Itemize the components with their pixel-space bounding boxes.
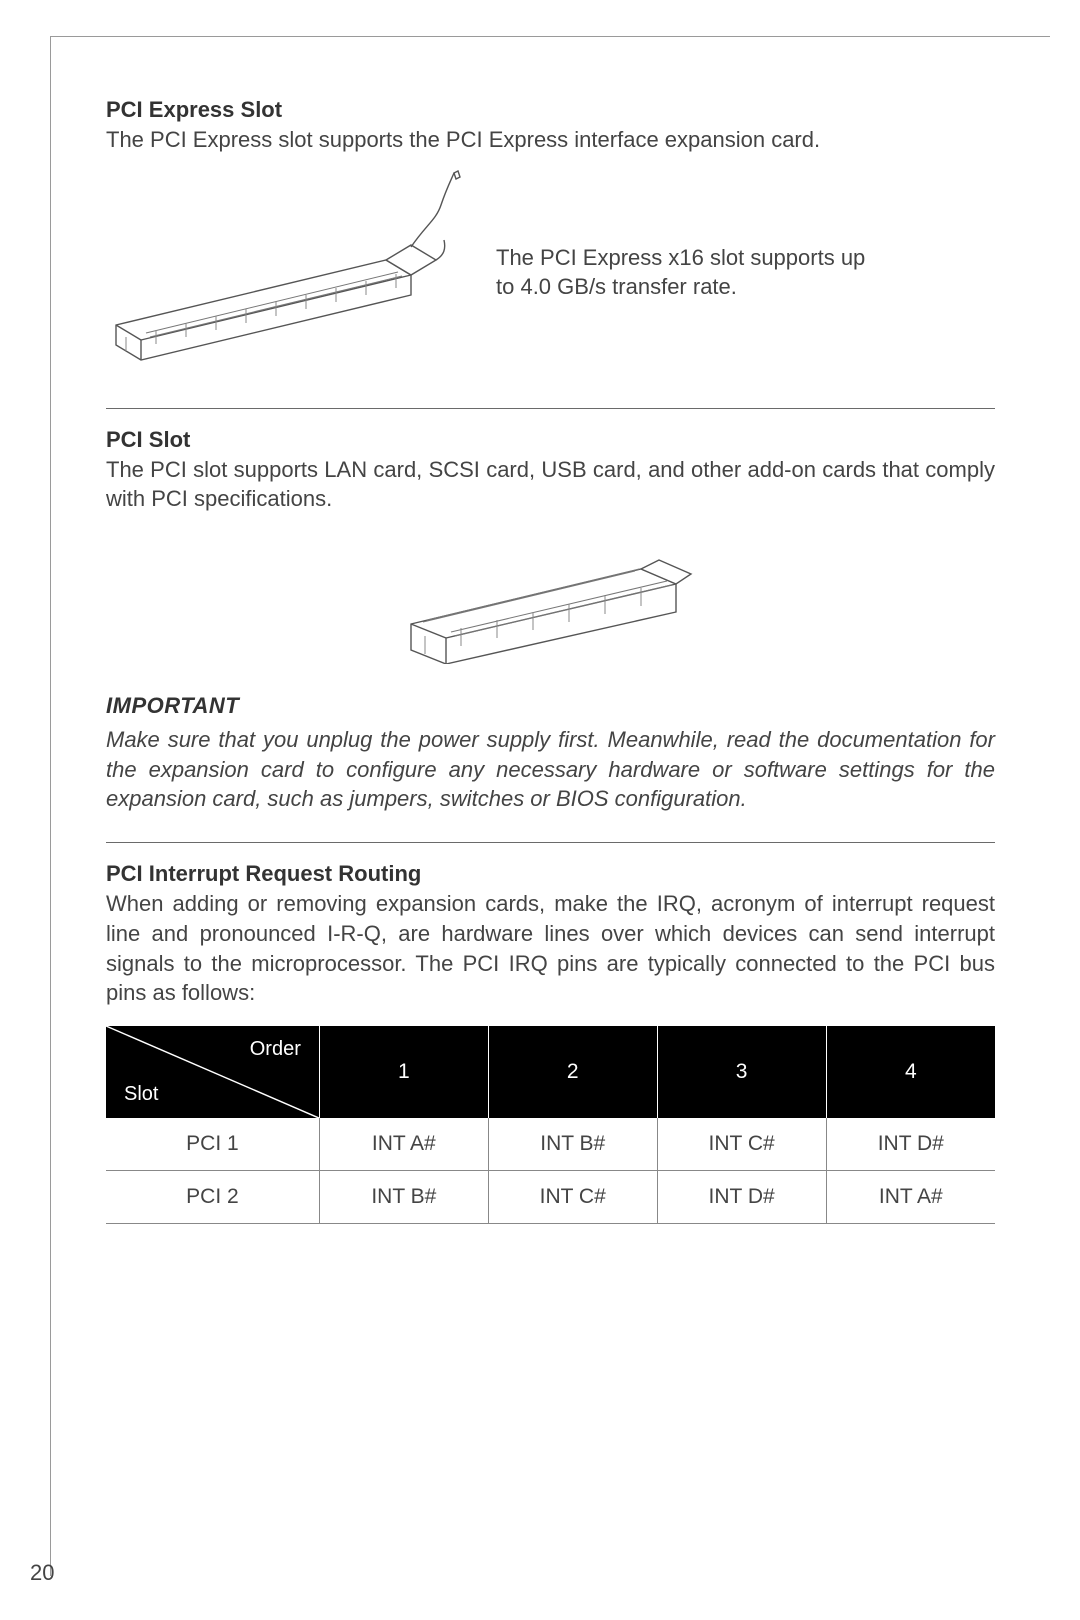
- section-irq: PCI Interrupt Request Routing When addin…: [106, 861, 995, 1224]
- irq-col-3: 3: [657, 1026, 826, 1118]
- irq-row2-v1: INT B#: [319, 1170, 488, 1223]
- irq-header-slot: Slot: [124, 1083, 158, 1106]
- irq-col-4: 4: [826, 1026, 995, 1118]
- divider-1: [106, 408, 995, 409]
- irq-col-1: 1: [319, 1026, 488, 1118]
- irq-header-row: Order Slot 1 2 3 4: [106, 1026, 995, 1118]
- section-pcie: PCI Express Slot The PCI Express slot su…: [106, 97, 995, 380]
- table-row: PCI 2 INT B# INT C# INT D# INT A#: [106, 1170, 995, 1223]
- irq-header-diag: Order Slot: [106, 1026, 319, 1118]
- irq-row1-v1: INT A#: [319, 1118, 488, 1171]
- irq-row1-v3: INT C#: [657, 1118, 826, 1171]
- irq-header-order: Order: [250, 1038, 301, 1061]
- irq-col-2: 2: [488, 1026, 657, 1118]
- important-text: Make sure that you unplug the power supp…: [106, 725, 995, 814]
- irq-intro: When adding or removing expansion cards,…: [106, 889, 995, 1008]
- irq-title: PCI Interrupt Request Routing: [106, 861, 995, 887]
- pcie-title: PCI Express Slot: [106, 97, 995, 123]
- section-pci: PCI Slot The PCI slot supports LAN card,…: [106, 427, 995, 814]
- page: PCI Express Slot The PCI Express slot su…: [0, 0, 1080, 1620]
- important-label: IMPORTANT: [106, 693, 995, 719]
- divider-2: [106, 842, 995, 843]
- pcie-figure-row: The PCI Express x16 slot supports up to …: [106, 165, 995, 380]
- irq-row1-slot: PCI 1: [106, 1118, 319, 1171]
- irq-row1-v2: INT B#: [488, 1118, 657, 1171]
- pcie-caption-line2: to 4.0 GB/s transfer rate.: [496, 272, 865, 302]
- irq-row2-v2: INT C#: [488, 1170, 657, 1223]
- irq-row2-v4: INT A#: [826, 1170, 995, 1223]
- irq-row1-v4: INT D#: [826, 1118, 995, 1171]
- irq-row2-v3: INT D#: [657, 1170, 826, 1223]
- pci-intro: The PCI slot supports LAN card, SCSI car…: [106, 455, 995, 514]
- irq-row2-slot: PCI 2: [106, 1170, 319, 1223]
- table-row: PCI 1 INT A# INT B# INT C# INT D#: [106, 1118, 995, 1171]
- pci-title: PCI Slot: [106, 427, 995, 453]
- content-frame: PCI Express Slot The PCI Express slot su…: [50, 36, 1050, 1576]
- pcie-slot-illustration: [106, 165, 466, 380]
- irq-table: Order Slot 1 2 3 4 PCI 1 INT A# INT B#: [106, 1026, 995, 1224]
- pcie-caption: The PCI Express x16 slot supports up to …: [496, 243, 865, 302]
- pci-slot-illustration: [106, 524, 995, 669]
- page-number: 20: [30, 1560, 54, 1586]
- pcie-caption-line1: The PCI Express x16 slot supports up: [496, 243, 865, 273]
- pcie-intro: The PCI Express slot supports the PCI Ex…: [106, 125, 995, 155]
